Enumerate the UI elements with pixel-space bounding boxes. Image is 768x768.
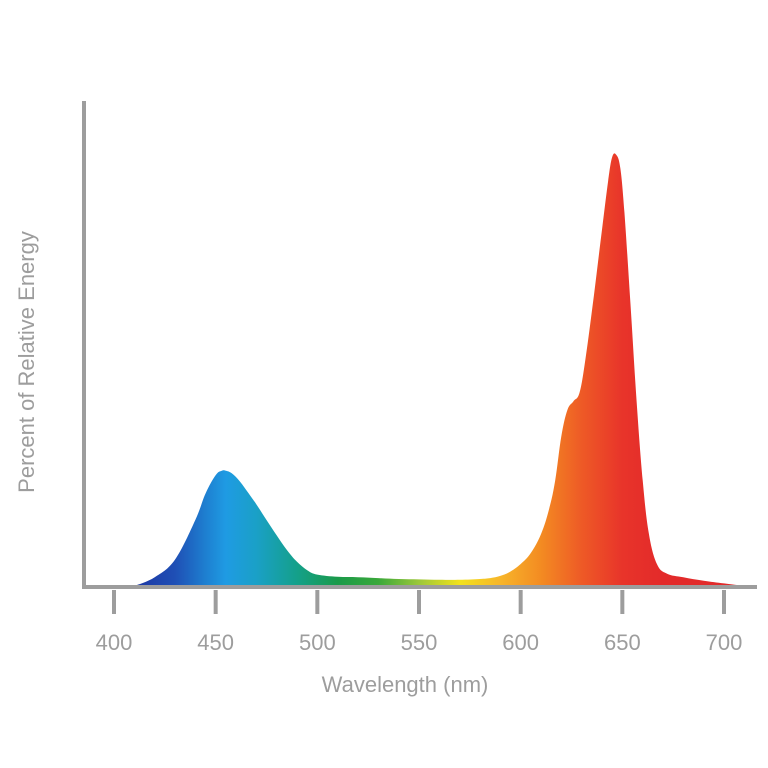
x-tick-label-450: 450 [197, 630, 234, 655]
x-tick-label-500: 500 [299, 630, 336, 655]
x-tick-label-700: 700 [706, 630, 743, 655]
x-tick-label-400: 400 [96, 630, 133, 655]
x-tick-label-600: 600 [502, 630, 539, 655]
y-axis-title: Percent of Relative Energy [14, 231, 39, 493]
x-tick-label-650: 650 [604, 630, 641, 655]
spectrum-area [134, 153, 745, 586]
x-tick-label-550: 550 [401, 630, 438, 655]
x-axis-title: Wavelength (nm) [322, 672, 489, 697]
